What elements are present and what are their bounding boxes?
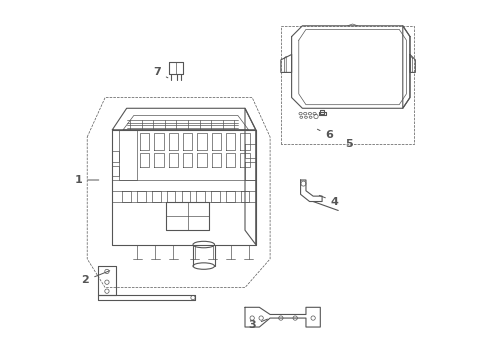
Text: 2: 2 — [81, 271, 110, 285]
Text: 5: 5 — [345, 139, 353, 149]
Text: 1: 1 — [74, 175, 99, 185]
Text: 7: 7 — [153, 67, 168, 78]
Text: 4: 4 — [319, 195, 339, 207]
Text: 3: 3 — [248, 319, 268, 330]
Text: 6: 6 — [318, 129, 333, 140]
